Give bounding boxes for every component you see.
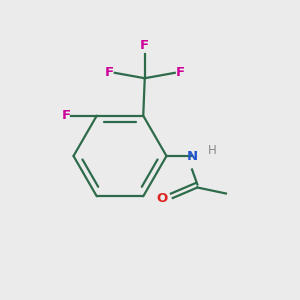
Text: N: N	[186, 149, 198, 163]
Text: F: F	[176, 66, 185, 79]
Text: F: F	[105, 66, 114, 79]
Text: O: O	[157, 191, 168, 205]
Text: F: F	[61, 109, 70, 122]
Text: F: F	[140, 39, 149, 52]
Text: H: H	[208, 144, 217, 157]
